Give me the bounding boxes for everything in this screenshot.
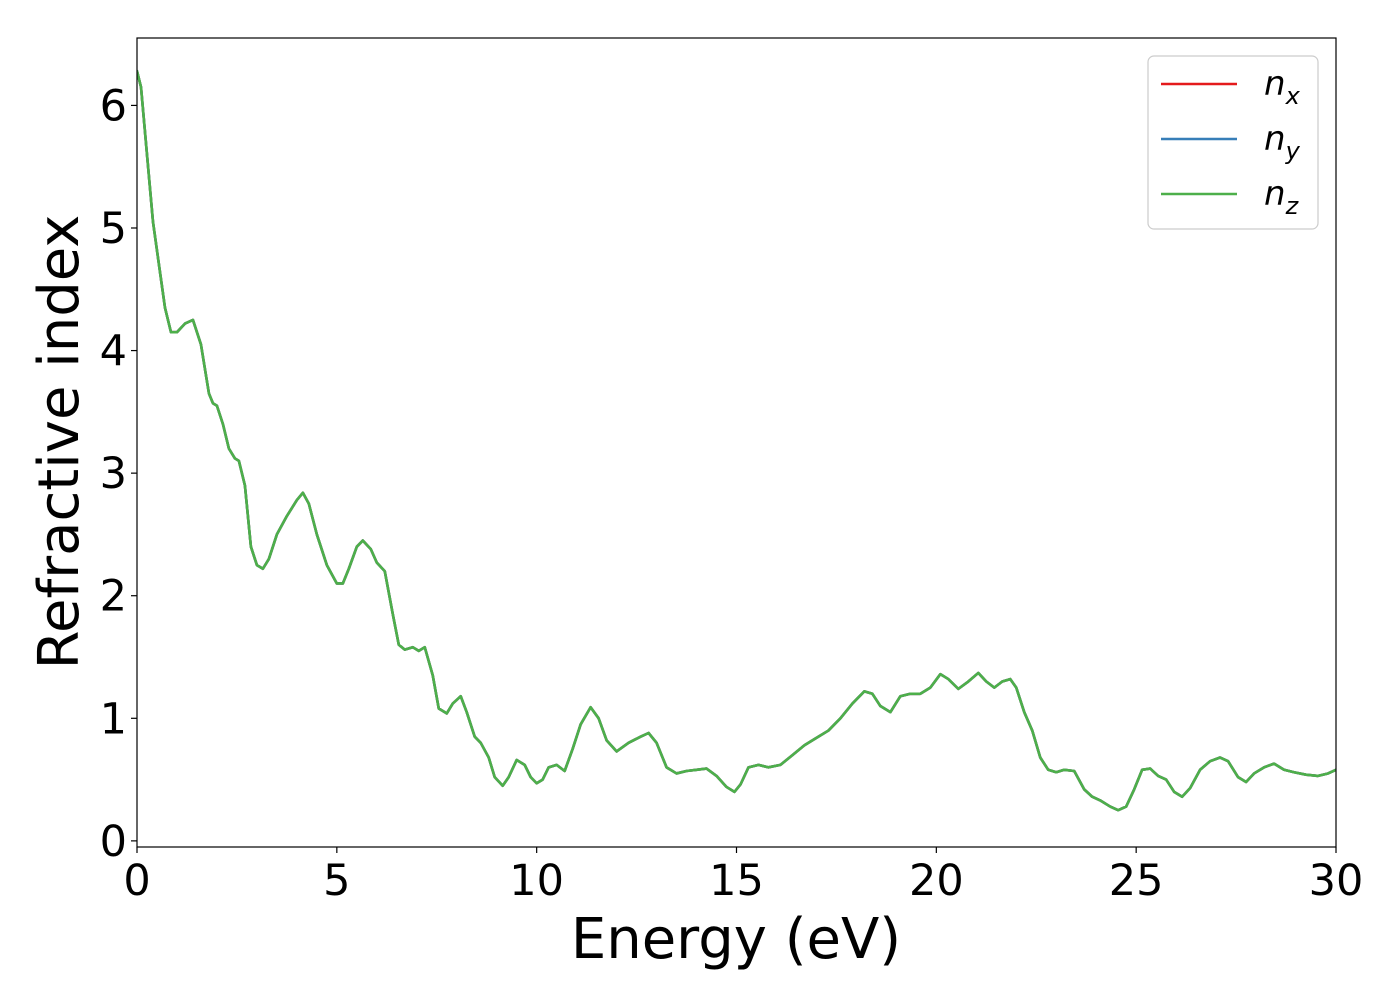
legend-label: ny	[1264, 119, 1301, 165]
legend-box	[1147, 55, 1319, 230]
x-tick-label: 5	[323, 856, 350, 906]
y-tick-label: 1	[100, 694, 127, 744]
legend-label: nx	[1264, 64, 1301, 110]
legend-label-base: n	[1264, 64, 1286, 104]
y-tick-label: 5	[100, 204, 127, 254]
y-tick-label: 6	[100, 81, 127, 131]
plot-area	[136, 37, 1337, 848]
y-tick-label: 0	[100, 817, 127, 867]
legend-label-base: n	[1264, 119, 1286, 159]
legend-label-base: n	[1264, 174, 1286, 214]
x-tick-label: 0	[123, 856, 150, 906]
x-axis: 0 5 10 15 20 25 30	[123, 847, 1363, 906]
legend-label: nz	[1264, 174, 1300, 220]
x-axis-title: Energy (eV)	[571, 907, 901, 972]
legend-label-subscript: z	[1285, 192, 1300, 220]
x-tick-label: 15	[709, 856, 764, 906]
x-tick-label: 25	[1109, 856, 1164, 906]
series-line-n-z	[137, 69, 1336, 812]
y-tick-label: 2	[100, 572, 127, 622]
legend-label-subscript: x	[1285, 82, 1301, 110]
x-tick-label: 30	[1309, 856, 1364, 906]
y-tick-label: 3	[100, 449, 127, 499]
y-tick-label: 4	[100, 327, 127, 377]
y-axis: 0 1 2 3 4 5 6	[100, 81, 137, 867]
x-tick-label: 20	[909, 856, 964, 906]
x-tick-label: 10	[509, 856, 564, 906]
legend-label-subscript: y	[1285, 137, 1301, 165]
y-axis-title: Refractive index	[27, 215, 92, 670]
series-layer	[137, 69, 1336, 812]
